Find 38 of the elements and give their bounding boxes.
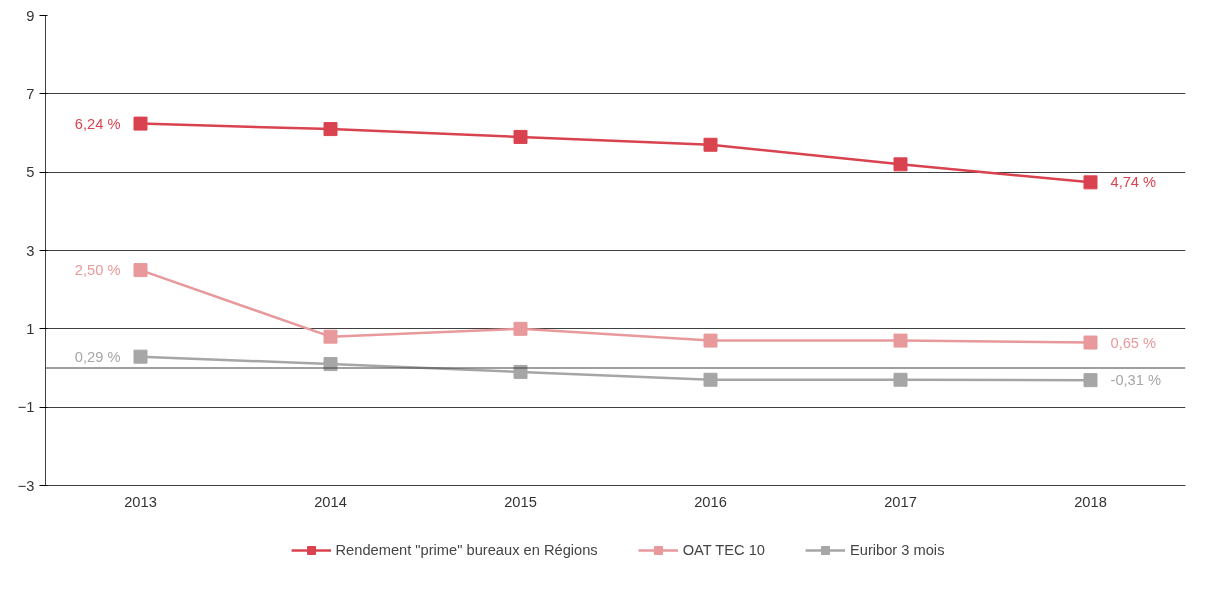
- point: [133, 349, 148, 364]
- point: [703, 333, 718, 348]
- point: [1083, 175, 1098, 190]
- y-tick-label: 3: [26, 242, 35, 259]
- y-tick-label: −1: [17, 399, 35, 416]
- y-tick-label: 9: [26, 7, 35, 24]
- point: [323, 329, 338, 344]
- data-label: 2,50 %: [74, 262, 121, 279]
- point: [1083, 335, 1098, 350]
- legend-label: Rendement "prime" bureaux en Régions: [335, 542, 598, 558]
- point: [893, 157, 908, 172]
- point: [133, 116, 148, 131]
- point: [703, 372, 718, 387]
- point: [513, 129, 528, 144]
- point: [1083, 373, 1098, 388]
- data-label: -0,31 %: [1110, 372, 1162, 389]
- x-tick-label: 2016: [694, 493, 727, 510]
- x-tick-label: 2013: [124, 493, 157, 510]
- point: [323, 122, 338, 137]
- x-tick-label: 2015: [504, 493, 537, 510]
- point: [893, 372, 908, 387]
- point: [893, 333, 908, 348]
- data-label: 0,65 %: [1110, 334, 1157, 351]
- y-tick-label: −3: [17, 477, 35, 494]
- legend-label: Euribor 3 mois: [849, 542, 945, 558]
- x-tick-label: 2018: [1074, 493, 1107, 510]
- point: [703, 137, 718, 152]
- point: [133, 263, 148, 278]
- data-label: 4,74 %: [1110, 174, 1157, 191]
- point: [513, 321, 528, 336]
- legend-label: OAT TEC 10: [682, 542, 765, 558]
- y-tick-label: 5: [26, 164, 35, 181]
- data-label: 6,24 %: [74, 115, 121, 132]
- y-tick-label: 1: [26, 320, 35, 337]
- x-tick-label: 2014: [314, 493, 347, 510]
- data-label: 0,29 %: [74, 348, 121, 365]
- y-tick-label: 7: [26, 85, 35, 102]
- x-tick-label: 2017: [884, 493, 917, 510]
